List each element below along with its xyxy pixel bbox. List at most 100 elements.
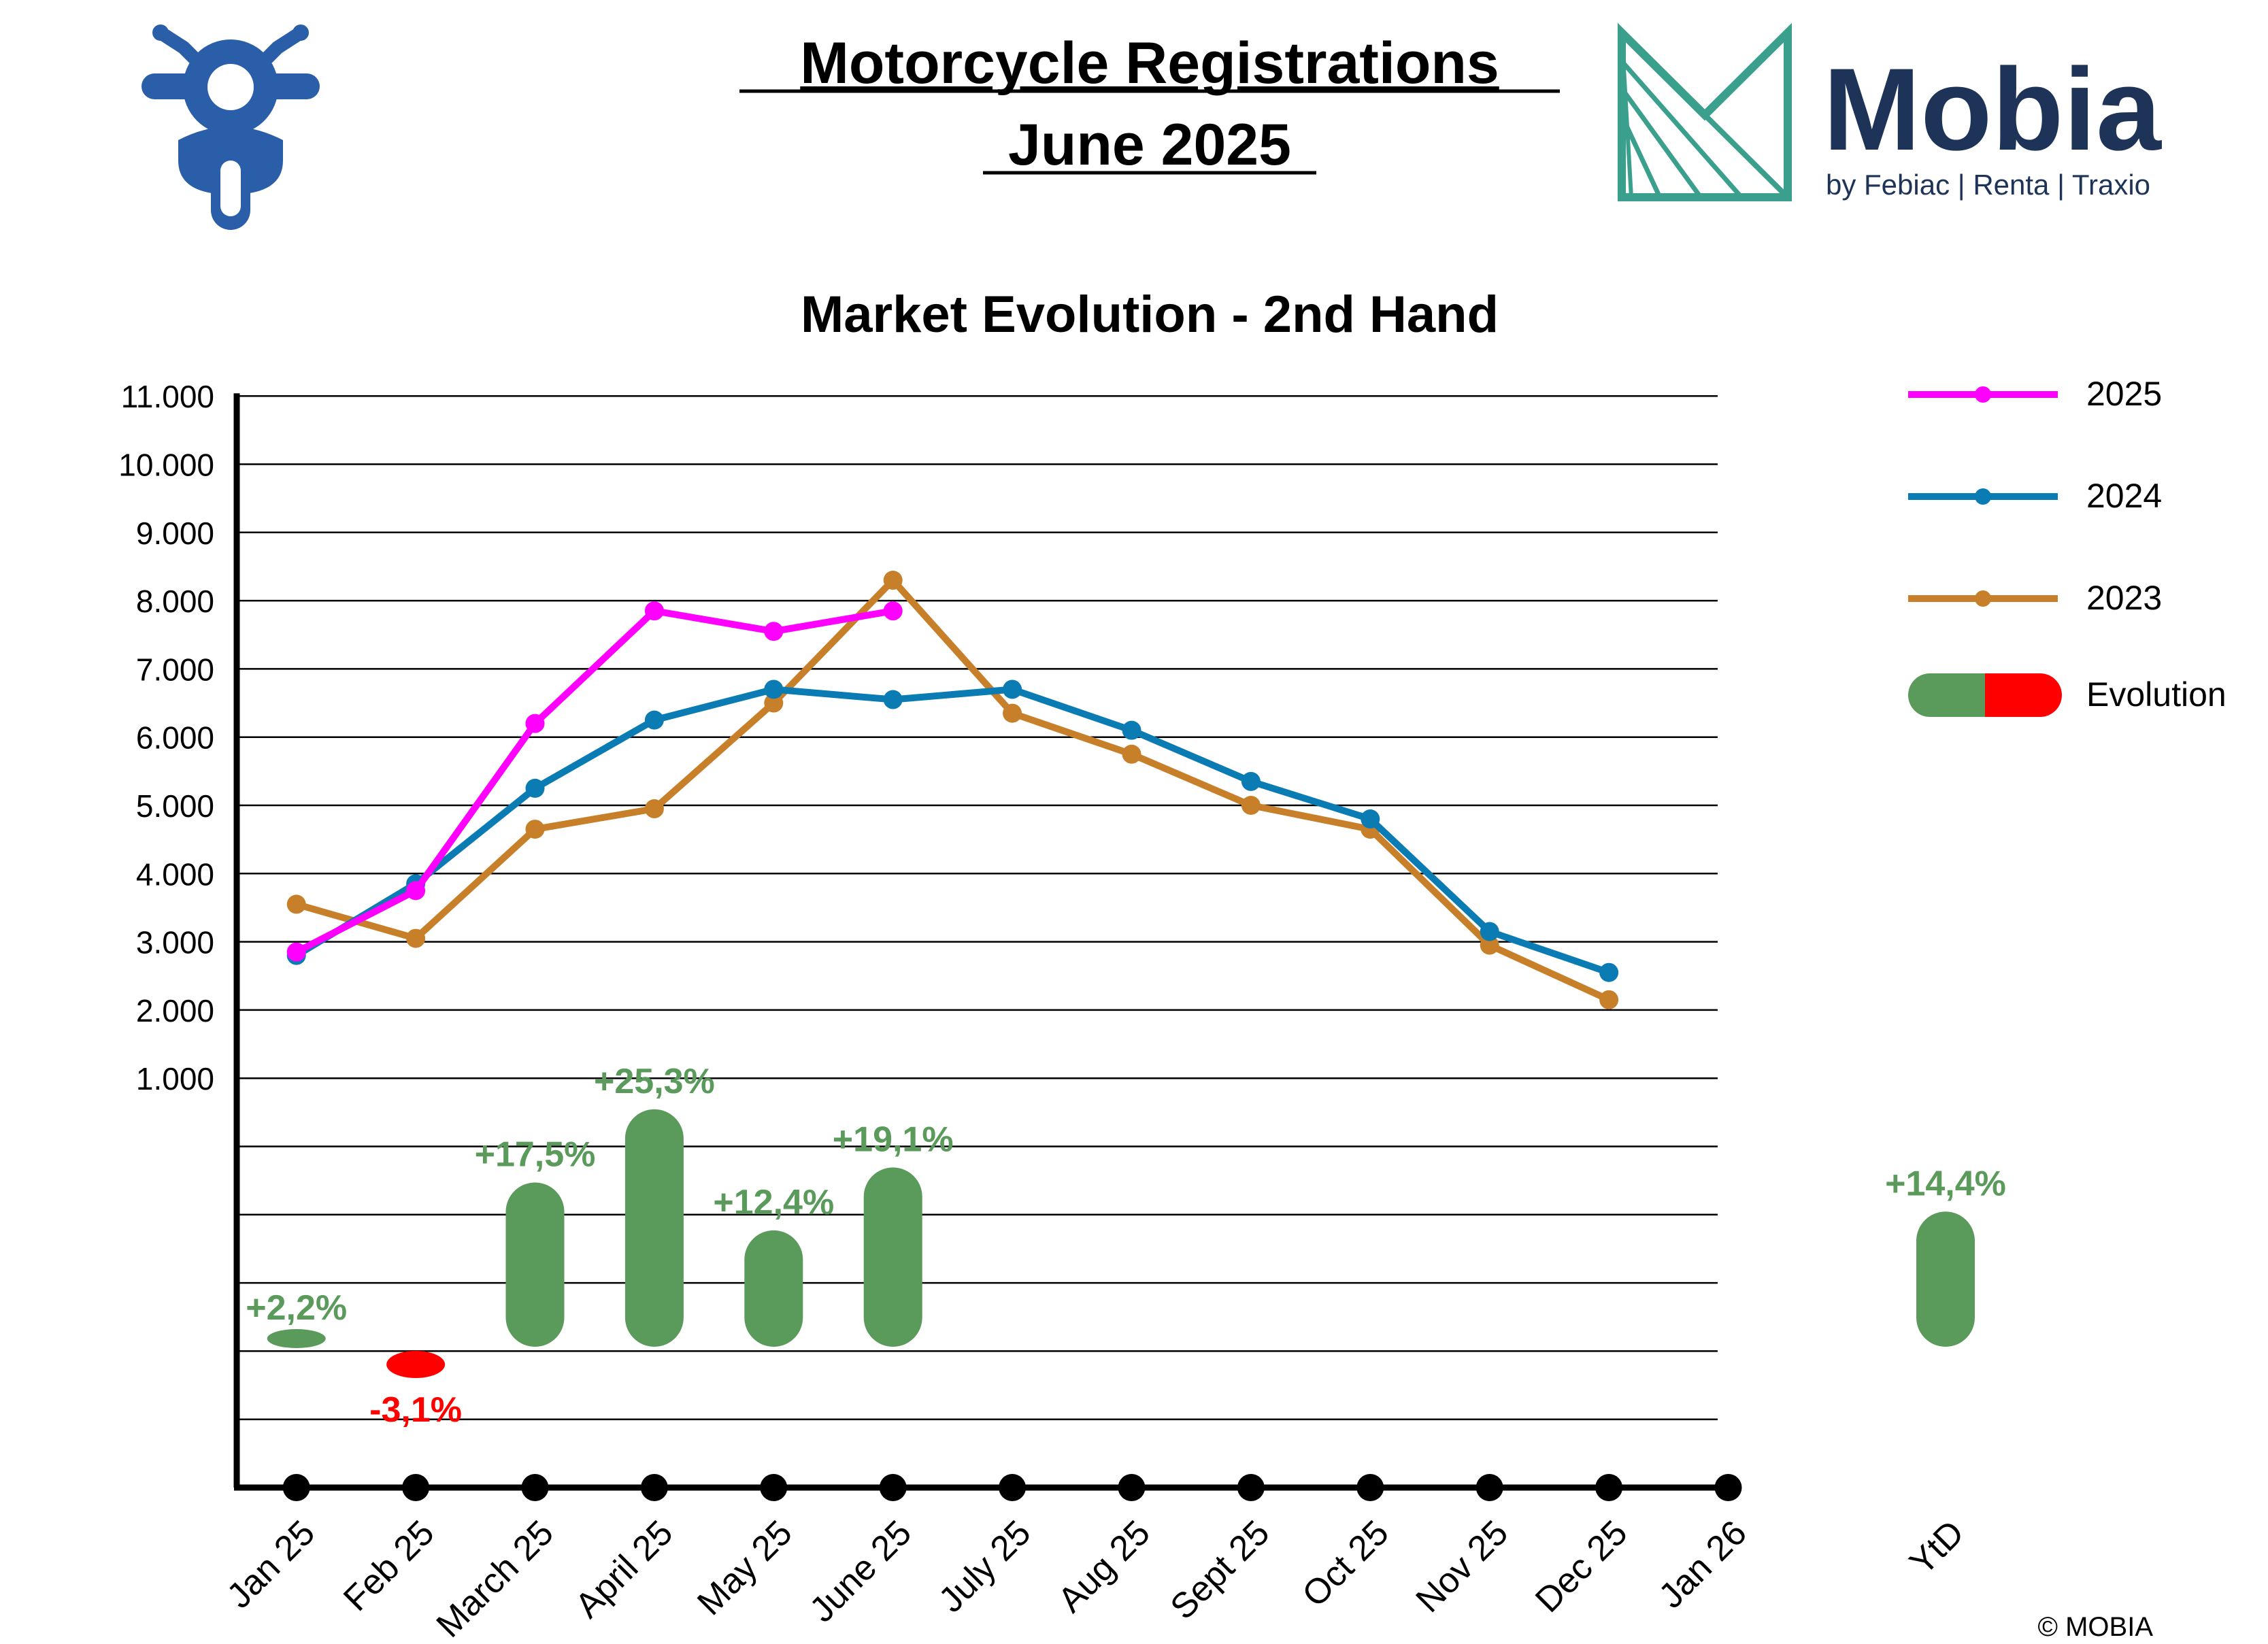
data-point-2023 [1599,990,1619,1009]
y-tick-label: 3.000 [136,925,214,960]
evolution-bar [267,1329,326,1348]
x-tick-dot [521,1474,549,1501]
data-point-2023 [1241,796,1261,815]
evolution-bar [386,1351,446,1378]
main-title-line1: Motorcycle Registrations [800,31,1499,96]
legend-item-2023: 2023 [1908,579,2162,617]
x-tick-dot [402,1474,430,1501]
data-point-2023 [1122,744,1141,764]
data-point-2024 [883,690,903,709]
evolution-bar-ytd-label: +14,4% [1885,1164,2006,1203]
legend-item-2025: 2025 [1908,375,2162,413]
series-lines [286,571,1619,1009]
logo-wordmark: Mobia [1823,44,2162,175]
logo-tagline: by Febiac | Renta | Traxio [1826,169,2150,201]
evolution-bar-label: +19,1% [833,1120,954,1159]
evolution-bar-label: +12,4% [713,1183,834,1222]
x-tick-label: Dec 25 [1528,1513,1635,1620]
x-tick-dot [282,1474,310,1501]
y-tick-label: 10.000 [118,448,214,483]
x-tick-dot [1237,1474,1265,1501]
x-tick-label: May 25 [690,1513,800,1623]
series-line-2023 [295,577,1611,1003]
motorcycle-icon [141,24,320,230]
x-tick-dot [1595,1474,1623,1501]
data-point-2024 [1003,680,1022,699]
series-line-2024 [295,686,1610,976]
x-tick-dot [1118,1474,1146,1501]
x-tick-label: Jan 26 [1652,1513,1754,1615]
x-tick-dot [999,1474,1027,1501]
x-tick-label: July 25 [931,1513,1039,1620]
x-tick-dot [640,1474,668,1501]
data-point-2023 [406,928,426,948]
y-tick-label: 7.000 [136,652,214,687]
series-line-2025 [295,607,894,956]
legend-label-evolution: Evolution [2086,675,2227,714]
copyright-text: © MOBIA [2038,1612,2154,1642]
chart-title: Market Evolution - 2nd Hand [801,286,1499,343]
data-point-2023 [1003,703,1022,723]
x-tick-dot [1714,1474,1742,1501]
axes [233,393,1742,1501]
x-tick-label: Aug 25 [1050,1513,1158,1620]
data-point-2023 [764,693,784,713]
data-point-2024 [1480,922,1499,941]
x-tick-label: Jan 25 [220,1513,322,1615]
evolution-bar [505,1182,565,1347]
data-point-2024 [1122,720,1141,740]
x-tick-label-ytd: YtD [1902,1513,1971,1582]
data-point-2025 [883,601,903,621]
evolution-bar [863,1167,922,1347]
x-tick-label: Oct 25 [1295,1513,1396,1614]
y-tick-label: 6.000 [136,720,214,756]
mobia-logo-mark [1618,22,1792,201]
evolution-bars: +2,2% -3,1% +17,5% +25,3% +12,4% +19,1% +14,4% [246,1062,2006,1430]
data-point-2025 [764,622,784,641]
x-tick-label: March 25 [429,1513,561,1644]
x-tick-dot [1356,1474,1384,1501]
x-tick-dot [760,1474,788,1501]
y-tick-label: 5.000 [136,788,214,824]
legend-item-2024: 2024 [1908,477,2162,515]
data-point-2024 [644,710,664,730]
data-point-2025 [406,881,426,901]
data-point-2023 [644,799,664,819]
data-point-2023 [883,571,903,590]
data-point-2024 [1599,962,1619,982]
legend: 2025 2024 2023 Evolution [1908,375,2227,717]
data-point-2025 [644,601,664,621]
main-title-line2: June 2025 [1008,112,1291,178]
x-tick-label: Feb 25 [336,1513,441,1618]
evolution-bar-label: +25,3% [594,1062,715,1101]
data-point-2023 [286,894,306,914]
data-point-2024 [764,680,784,699]
data-point-2023 [1480,935,1499,955]
evolution-bar [744,1230,803,1347]
evolution-bar-label: +17,5% [475,1135,596,1175]
x-tick-label: June 25 [802,1513,919,1630]
y-tick-label: 4.000 [136,856,214,892]
legend-label-2023: 2023 [2086,579,2162,617]
data-point-2023 [525,820,545,839]
data-point-2024 [525,778,545,798]
x-tick-label: April 25 [568,1513,681,1626]
x-tick-dot [1475,1474,1503,1501]
y-tick-labels: 1.000 2.000 3.000 4.000 5.000 6.000 7.000 8.000… [118,379,214,1096]
legend-label-2025: 2025 [2086,375,2162,413]
y-tick-label: 11.000 [121,379,214,414]
data-point-2024 [1241,771,1261,791]
x-tick-dot [879,1474,907,1501]
legend-item-evolution: Evolution [1908,673,2227,717]
y-tick-label: 2.000 [136,993,214,1028]
legend-label-2024: 2024 [2086,477,2162,515]
x-tick-label: Nov 25 [1409,1513,1516,1620]
evolution-bar-ytd [1916,1211,1975,1347]
y-tick-label: 9.000 [136,516,214,551]
evolution-bar-label: -3,1% [369,1390,462,1430]
x-tick-label: Sept 25 [1163,1513,1278,1627]
y-tick-label: 8.000 [136,584,214,619]
